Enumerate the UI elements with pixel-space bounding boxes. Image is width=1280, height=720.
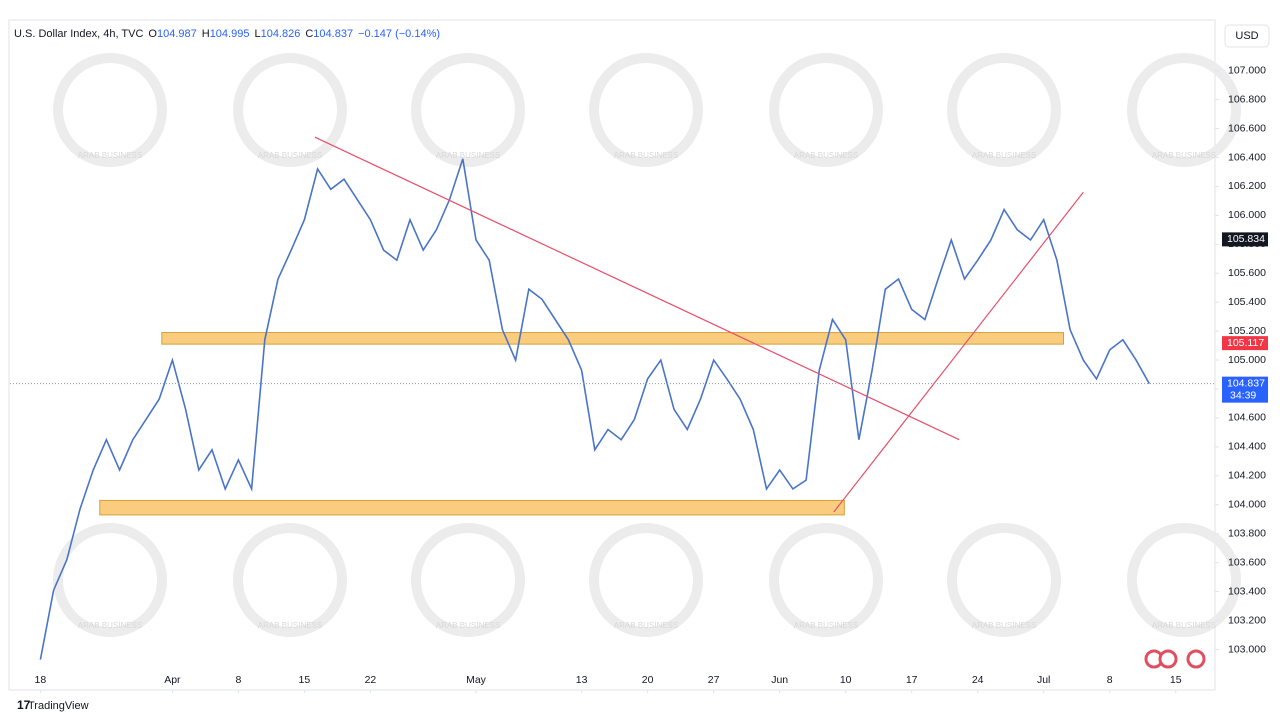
ohlc-value: 104.826 xyxy=(261,28,301,40)
watermark-text: ARAB BUSINESS xyxy=(436,151,500,160)
watermark-logo xyxy=(947,523,1061,637)
brand[interactable]: TradingView xyxy=(28,700,89,712)
x-tick-label: May xyxy=(466,674,487,686)
x-tick-label: Apr xyxy=(164,674,181,686)
y-tick-label: 104.200 xyxy=(1228,470,1266,482)
y-tick-label: 103.000 xyxy=(1228,643,1266,655)
ohlc-key: H xyxy=(202,28,210,40)
x-tick-label: 15 xyxy=(1170,674,1182,686)
watermarks: ARAB BUSINESS ARAB BUSINESS ARAB BUSINESS A… xyxy=(53,53,1241,637)
watermark-logo xyxy=(769,523,883,637)
x-tick-label: 15 xyxy=(299,674,311,686)
x-tick-label: 17 xyxy=(906,674,918,686)
watermark-text: ARAB BUSINESS xyxy=(972,621,1036,630)
y-tick-label: 103.400 xyxy=(1228,585,1266,597)
watermark-text: ARAB BUSINESS xyxy=(258,621,322,630)
trendline xyxy=(314,136,960,441)
ohlc-key: C xyxy=(305,28,313,40)
y-tick-label: 103.800 xyxy=(1228,527,1266,539)
x-tick-label: 18 xyxy=(35,674,47,686)
ohlc-value: 104.995 xyxy=(210,28,250,40)
watermark-logo xyxy=(53,53,167,167)
y-tick-label: 107.000 xyxy=(1228,64,1266,76)
y-tick-label: 104.000 xyxy=(1228,499,1266,511)
x-tick-label: 8 xyxy=(235,674,241,686)
change: −0.147 (−0.14%) xyxy=(358,28,440,40)
watermark-text: ARAB BUSINESS xyxy=(258,151,322,160)
x-tick-label: 24 xyxy=(972,674,984,686)
watermark-logo xyxy=(233,53,347,167)
ohlc-value: 104.837 xyxy=(313,28,353,40)
ohlc-key: O xyxy=(148,28,157,40)
y-tick-label: 105.600 xyxy=(1228,267,1266,279)
watermark-text: ARAB BUSINESS xyxy=(78,151,142,160)
watermark-text: ARAB BUSINESS xyxy=(436,621,500,630)
y-tick-label: 103.600 xyxy=(1228,556,1266,568)
x-tick-label: 8 xyxy=(1107,674,1113,686)
price-tag xyxy=(1222,336,1268,351)
watermark-logo xyxy=(1127,53,1241,167)
ohlc-key: L xyxy=(254,28,260,40)
plot-frame xyxy=(8,19,1216,691)
brand-icon: 17 xyxy=(17,698,31,712)
y-tick-label: 106.600 xyxy=(1228,122,1266,134)
watermark-logo xyxy=(589,523,703,637)
watermark-logo xyxy=(411,523,525,637)
flags xyxy=(1144,649,1206,669)
y-tick-label: 105.200 xyxy=(1228,325,1266,337)
zone xyxy=(161,332,1064,345)
watermark-text: ARAB BUSINESS xyxy=(1152,151,1216,160)
countdown: 34:39 xyxy=(1230,389,1256,401)
x-tick-label: 10 xyxy=(840,674,852,686)
price-line xyxy=(39,158,1150,660)
x-tick-label: Jul xyxy=(1037,674,1050,686)
y-tick-label: 106.000 xyxy=(1228,209,1266,221)
watermark-text: ARAB BUSINESS xyxy=(1152,621,1216,630)
y-tick-label: 105.400 xyxy=(1228,296,1266,308)
x-tick-label: 13 xyxy=(576,674,588,686)
watermark-text: ARAB BUSINESS xyxy=(794,621,858,630)
y-tick-label: 104.600 xyxy=(1228,412,1266,424)
price-tag xyxy=(1222,232,1268,247)
y-tick-label: 105.000 xyxy=(1228,354,1266,366)
price-tag-label: 105.117 xyxy=(1227,337,1264,349)
watermark-text: ARAB BUSINESS xyxy=(972,151,1036,160)
currency-button[interactable] xyxy=(1224,24,1270,48)
trendline xyxy=(833,191,1084,513)
watermark-text: ARAB BUSINESS xyxy=(614,151,678,160)
watermark-text: ARAB BUSINESS xyxy=(794,151,858,160)
x-tick-label: 22 xyxy=(365,674,377,686)
watermark-logo xyxy=(233,523,347,637)
price-tag-label: 104.837 xyxy=(1227,377,1265,389)
header: U.S. Dollar Index, 4h, TVC O104.987 H104.9… xyxy=(14,28,440,40)
y-tick-label: 106.200 xyxy=(1228,180,1266,192)
price-tag-label: 105.834 xyxy=(1227,233,1265,245)
ohlc-value: 104.987 xyxy=(157,28,197,40)
watermark-text: ARAB BUSINESS xyxy=(614,621,678,630)
x-tick-label: 27 xyxy=(708,674,720,686)
y-tick-label: 106.800 xyxy=(1228,93,1266,105)
y-tick-label: 103.200 xyxy=(1228,614,1266,626)
watermark-logo xyxy=(1127,523,1241,637)
watermark-logo xyxy=(589,53,703,167)
price-tag xyxy=(1222,376,1268,403)
zone xyxy=(99,499,845,516)
watermark-logo xyxy=(411,53,525,167)
currency[interactable]: USD xyxy=(1235,30,1258,42)
watermark-logo xyxy=(769,53,883,167)
watermark-logo xyxy=(947,53,1061,167)
symbol: U.S. Dollar Index, 4h, TVC xyxy=(14,28,143,40)
x-tick-label: 20 xyxy=(642,674,654,686)
y-tick-label: 104.400 xyxy=(1228,441,1266,453)
watermark-text: ARAB BUSINESS xyxy=(78,621,142,630)
x-tick-label: Jun xyxy=(771,674,788,686)
y-tick-label: 106.400 xyxy=(1228,151,1266,163)
